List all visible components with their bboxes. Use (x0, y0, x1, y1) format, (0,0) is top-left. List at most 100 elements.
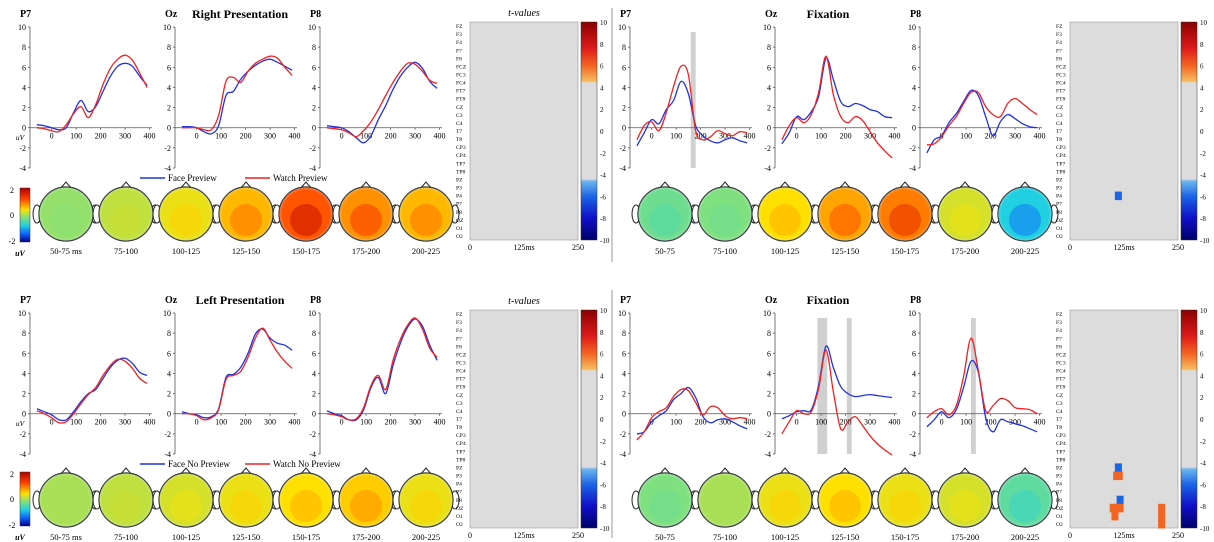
y-tick-label: 8 (22, 43, 26, 52)
channel-label: PZ (1056, 465, 1063, 471)
x-tick-label: 200 (385, 132, 397, 141)
y-tick-label: 6 (912, 63, 916, 72)
waveform-blue (181, 328, 293, 419)
waveform-blue (326, 318, 438, 422)
y-tick-label: -2 (764, 144, 771, 153)
channel-label: FCZ (456, 64, 467, 70)
tvalue-cell (1111, 511, 1119, 521)
electrode-label: Oz (765, 9, 778, 20)
channel-label: O1 (1056, 226, 1063, 232)
waveform-red (36, 54, 148, 133)
y-tick-label: -2 (164, 430, 171, 439)
electrode-label: Oz (765, 295, 778, 306)
panel-title: Fixation (807, 7, 850, 21)
head-rim (399, 187, 453, 241)
topomap-label: 100-125 (771, 246, 799, 256)
x-tick-label: 100 (70, 418, 82, 427)
waveform-blue (636, 386, 748, 435)
colorbar-tick: -10 (600, 237, 610, 245)
channel-label: P4 (1056, 482, 1062, 488)
panel-title: Left Presentation (196, 293, 285, 307)
waveform-red (926, 90, 1038, 146)
x-tick-label: 0 (340, 132, 344, 141)
head-rim (339, 473, 393, 527)
x-tick-label: 100 (815, 132, 827, 141)
scale-gradient (19, 187, 31, 243)
channel-label: CP3 (1056, 433, 1066, 439)
tvalue-colorbar (580, 21, 598, 241)
channel-label: P8 (1056, 210, 1062, 216)
x-tick-label: 400 (434, 418, 446, 427)
erp-plot-oz: Oz 10 8 6 4 2 0 -2 -4 0 100 200 300 400 (763, 9, 901, 173)
y-tick-label: -4 (909, 450, 916, 459)
head-rim (818, 473, 872, 527)
colorbar-tick: 2 (1200, 394, 1204, 402)
tvalue-x-tick: 250 (572, 531, 584, 540)
channel-label: FT7 (456, 89, 466, 95)
channel-label: F7 (456, 336, 462, 342)
topomap-row-0: 50-75 ms 75-100 100-125 125-150 150-175 175-2… (32, 181, 460, 256)
head-topomap: 50-75 (631, 467, 699, 542)
y-tick-label: 8 (622, 329, 626, 338)
y-tick-label: 4 (912, 83, 916, 92)
head-rim (279, 473, 333, 527)
y-tick-label: 0 (912, 124, 916, 133)
channel-label: F8 (456, 56, 462, 62)
channel-label: C4 (1056, 121, 1063, 127)
tvalue-title: t-values (508, 296, 540, 307)
topomap-label: 200-225 (412, 246, 440, 256)
channel-label: F4 (1056, 40, 1062, 46)
topomap-label: 150-175 (891, 246, 919, 256)
y-tick-label: 6 (912, 349, 916, 358)
erp-plot-oz: Oz 10 8 6 4 2 0 -2 -4 0 100 200 300 400 (763, 295, 901, 459)
colorbar-tick: 8 (1200, 41, 1204, 49)
scale-zero: 0 (10, 495, 14, 504)
waveform-blue (926, 89, 1038, 154)
topomap-label: 75-100 (114, 246, 138, 256)
x-tick-label: 200 (385, 418, 397, 427)
x-tick-label: 200 (95, 132, 107, 141)
x-tick-label: 300 (1009, 418, 1021, 427)
channel-label: P3 (1056, 186, 1062, 192)
channel-label: P8 (456, 498, 462, 504)
y-tick-label: -2 (309, 144, 316, 153)
electrode-label: P8 (310, 9, 321, 20)
head-topomap: 125-150 (212, 467, 280, 542)
y-tick-label: 0 (622, 124, 626, 133)
tvalue-background (469, 21, 579, 241)
waveform-red (781, 349, 893, 456)
y-tick-label: -4 (19, 164, 26, 173)
head-rim (878, 473, 932, 527)
tvalue-x-tick: 250 (572, 243, 584, 252)
y-tick-label: 6 (167, 349, 171, 358)
x-tick-label: 400 (1034, 418, 1046, 427)
y-tick-label: -2 (909, 144, 916, 153)
colorbar-tick: 6 (600, 351, 604, 359)
channel-label: F8 (456, 344, 462, 350)
erp-plot-p7: P7 10 8 6 4 2 0 -2 -4 0 100 200 300 400 (618, 9, 756, 173)
topomap-label: 175-200 (352, 532, 380, 542)
x-tick-label: 200 (240, 418, 252, 427)
channel-label: P7 (1056, 202, 1062, 208)
channel-label: CZ (1056, 105, 1064, 111)
channel-label: FT8 (456, 97, 466, 103)
head-topomap: 75-100 (691, 467, 759, 542)
x-tick-label: 300 (264, 132, 276, 141)
head-topomap: 150-175 (871, 181, 939, 256)
y-tick-label: 6 (22, 63, 26, 72)
topomap-label: 75-100 (713, 246, 737, 256)
head-rim (99, 473, 153, 527)
y-tick-label: 0 (167, 410, 171, 419)
topomap-label: 125-150 (232, 246, 260, 256)
head-topomap: 75-100 (92, 181, 160, 256)
colorbar-tick: -8 (1200, 503, 1206, 511)
tvalue-cell (1114, 191, 1122, 201)
y-tick-label: 6 (622, 63, 626, 72)
tvalue-layer: t-values FZ F3 F4 F7 F8 FCZ FC3 FC4 FT7 FT8 CZ C3 C4 T… (456, 8, 1210, 540)
channel-label: FCZ (456, 352, 467, 358)
y-tick-label: 2 (312, 104, 316, 113)
x-tick-label: 400 (1034, 132, 1046, 141)
colorbar-tick: 2 (1200, 106, 1204, 114)
y-tick-label: 8 (312, 329, 316, 338)
